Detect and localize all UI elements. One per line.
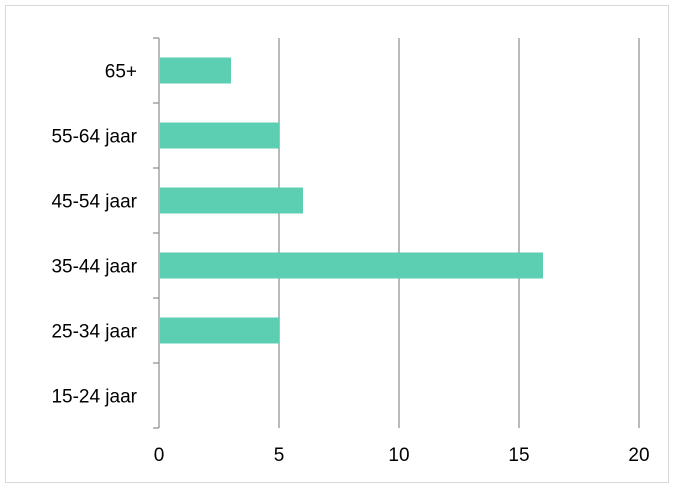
x-tick-label: 20 [628,445,649,466]
x-tick-label: 0 [154,445,165,466]
bar [160,122,279,149]
x-tick-label: 15 [508,445,529,466]
bars [160,57,543,344]
y-category-label: 55-64 jaar [51,127,137,148]
y-category-label: 45-54 jaar [51,192,137,213]
y-category-label: 65+ [105,62,137,83]
bar [160,57,231,84]
bar [160,317,279,344]
x-tick-label: 10 [388,445,409,466]
bar-chart: 0 5 10 15 20 15-24 jaar 25-34 jaar 35-44 jaar 45… [51,37,650,467]
y-category-label: 35-44 jaar [51,257,137,278]
gridlines [278,38,640,428]
chart-frame: 0 5 10 15 20 15-24 jaar 25-34 jaar 35-44 jaar 45… [5,5,669,483]
x-tick-label: 5 [274,445,285,466]
bar [160,252,543,279]
y-category-label: 15-24 jaar [51,387,137,408]
labels: 0 5 10 15 20 15-24 jaar 25-34 jaar 35-44 jaar 45… [51,62,649,467]
bar [160,187,303,214]
axes [153,37,160,429]
y-category-label: 25-34 jaar [51,322,137,343]
